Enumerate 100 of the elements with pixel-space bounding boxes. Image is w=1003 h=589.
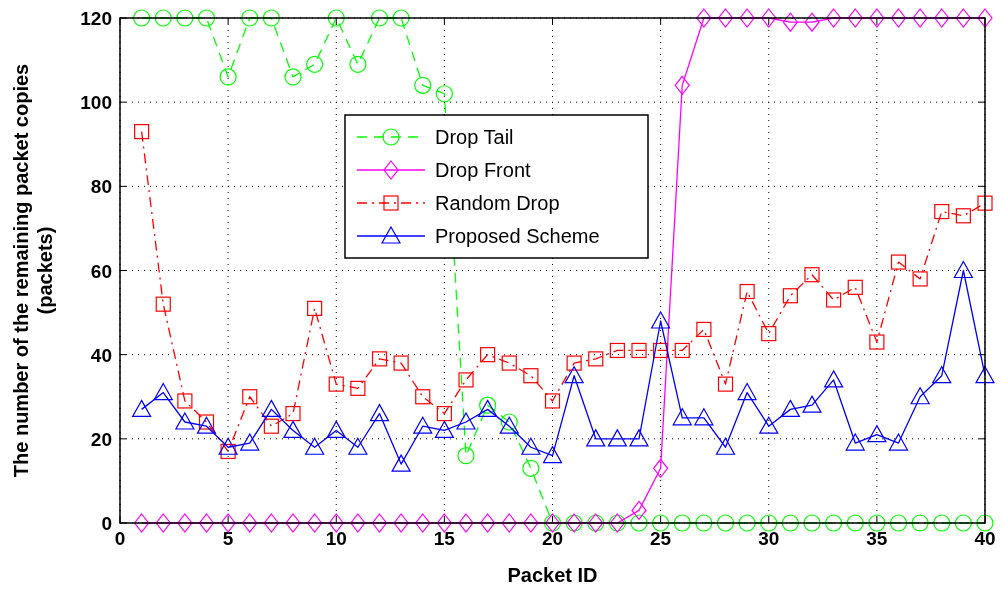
point <box>954 514 972 532</box>
point <box>305 437 325 455</box>
point <box>435 85 453 103</box>
point <box>910 387 930 405</box>
point <box>890 254 907 270</box>
point <box>198 513 215 533</box>
point <box>673 514 691 532</box>
point <box>458 513 474 533</box>
point <box>436 405 452 422</box>
point <box>328 513 344 533</box>
point <box>307 300 323 316</box>
point <box>780 399 800 417</box>
point <box>674 75 690 95</box>
point <box>672 408 692 426</box>
point <box>220 513 236 533</box>
point <box>480 347 496 363</box>
y-tick-label: 60 <box>90 260 112 282</box>
point <box>261 399 281 417</box>
point <box>457 447 475 465</box>
point <box>826 8 842 28</box>
point <box>761 326 777 342</box>
point <box>869 8 885 28</box>
point <box>197 9 216 27</box>
y-tick-label: 100 <box>80 92 112 114</box>
point <box>759 416 779 434</box>
point <box>154 9 172 27</box>
point <box>242 389 258 405</box>
point <box>436 513 452 533</box>
point <box>456 412 476 430</box>
point <box>415 513 431 533</box>
point <box>523 513 539 533</box>
y-tick-label: 80 <box>90 176 112 198</box>
legend-label: Proposed Scheme <box>435 225 600 247</box>
point <box>781 514 799 532</box>
point <box>867 425 887 443</box>
point <box>263 418 279 434</box>
point <box>392 9 410 27</box>
point <box>566 355 582 371</box>
point <box>933 514 951 532</box>
point <box>932 366 952 384</box>
point <box>350 513 366 533</box>
point <box>975 366 995 384</box>
legend-label: Drop Front <box>435 159 532 181</box>
x-tick-label: 40 <box>974 528 996 549</box>
point <box>760 514 778 532</box>
point <box>285 405 301 422</box>
point <box>391 454 411 472</box>
point <box>631 342 647 359</box>
y-tick-label: 40 <box>90 344 112 366</box>
point <box>934 203 950 220</box>
point <box>588 351 604 367</box>
point <box>674 342 690 359</box>
x-tick-label: 5 <box>222 528 234 549</box>
x-axis-title: Packet ID <box>507 564 598 586</box>
point <box>521 437 541 455</box>
point <box>327 9 345 27</box>
point <box>911 514 929 532</box>
point <box>262 9 280 27</box>
point <box>242 513 258 533</box>
legend-label: Random Drop <box>435 192 560 214</box>
point <box>241 9 259 27</box>
point <box>607 429 627 447</box>
point <box>564 366 584 384</box>
point <box>220 443 236 460</box>
point <box>349 55 367 73</box>
point <box>826 292 842 308</box>
point <box>955 8 971 28</box>
point <box>371 513 388 533</box>
point <box>802 395 822 413</box>
point <box>696 8 712 28</box>
x-tick-label: 20 <box>541 528 564 549</box>
x-tick-label: 15 <box>433 528 456 549</box>
point <box>133 9 151 27</box>
point <box>631 500 647 520</box>
point <box>629 429 649 447</box>
point <box>717 376 734 392</box>
point <box>804 12 820 32</box>
point <box>630 514 648 532</box>
point <box>240 433 260 451</box>
point <box>393 355 409 371</box>
point <box>307 513 323 533</box>
point <box>458 372 474 388</box>
point <box>434 420 454 439</box>
point <box>284 68 302 86</box>
x-tick-label: 35 <box>866 528 888 549</box>
point <box>177 513 193 533</box>
y-tick-label: 0 <box>101 513 112 534</box>
point <box>586 429 606 447</box>
point <box>825 514 843 532</box>
point <box>153 382 173 401</box>
point <box>717 8 734 28</box>
legend-label: Drop Tail <box>435 126 514 148</box>
point <box>955 208 971 224</box>
point <box>393 513 409 533</box>
point <box>371 351 388 367</box>
point <box>782 288 798 304</box>
point <box>609 342 625 359</box>
point <box>739 283 755 300</box>
point <box>782 12 798 32</box>
point <box>306 55 324 73</box>
